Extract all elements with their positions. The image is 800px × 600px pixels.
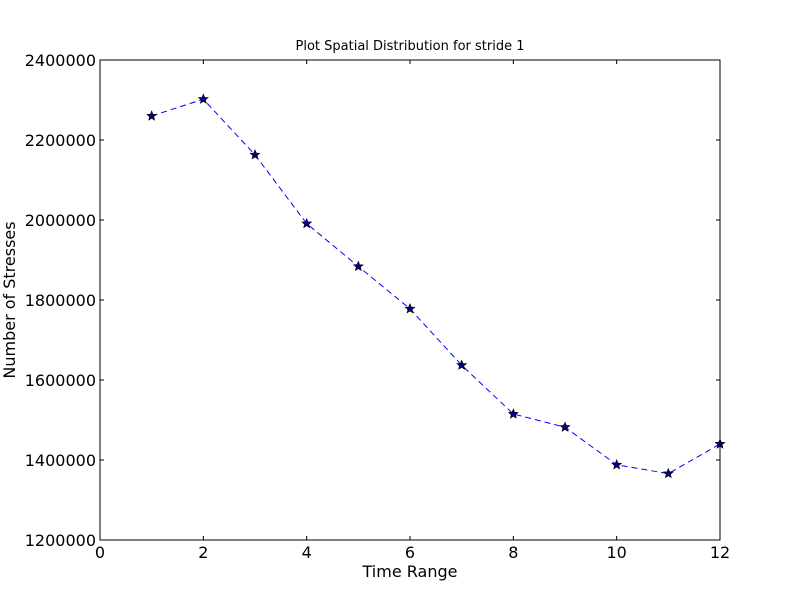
axis-ticks: 0 2 4 6 8 10 12 1200000 1400000 1600000 1800000 200…: [25, 51, 730, 562]
x-tick-label: 10: [606, 543, 626, 562]
y-axis-label: Number of Stresses: [0, 221, 19, 378]
data-point-star: [662, 467, 674, 479]
series-layer: [146, 93, 726, 479]
x-tick-label: 0: [95, 543, 105, 562]
y-tick-label: 2400000: [25, 51, 96, 70]
y-tick-label: 1600000: [25, 371, 96, 390]
data-point-star: [611, 458, 623, 470]
x-tick-label: 8: [508, 543, 518, 562]
data-point-star: [559, 421, 571, 432]
y-tick-label: 1800000: [25, 291, 96, 310]
y-tick-label: 2000000: [25, 211, 96, 230]
x-tick-label: 12: [710, 543, 730, 562]
x-tick-label: 6: [405, 543, 415, 562]
data-point-star: [507, 408, 519, 419]
data-point-star: [456, 359, 468, 370]
x-axis-label: Time Range: [362, 562, 458, 581]
data-point-star: [249, 148, 261, 160]
data-point-star: [197, 93, 209, 104]
plot-area-frame: [99, 59, 721, 541]
data-point-star: [301, 217, 313, 229]
data-point-star: [404, 302, 416, 314]
y-tick-label: 1200000: [25, 531, 96, 550]
data-point-star: [146, 110, 158, 121]
y-tick-label: 1400000: [25, 451, 96, 470]
x-tick-label: 4: [302, 543, 312, 562]
series-line: [151, 98, 721, 475]
y-tick-label: 2200000: [25, 131, 96, 150]
data-point-star: [352, 260, 364, 272]
x-tick-label: 2: [198, 543, 208, 562]
chart-title: Plot Spatial Distribution for stride 1: [296, 39, 525, 54]
